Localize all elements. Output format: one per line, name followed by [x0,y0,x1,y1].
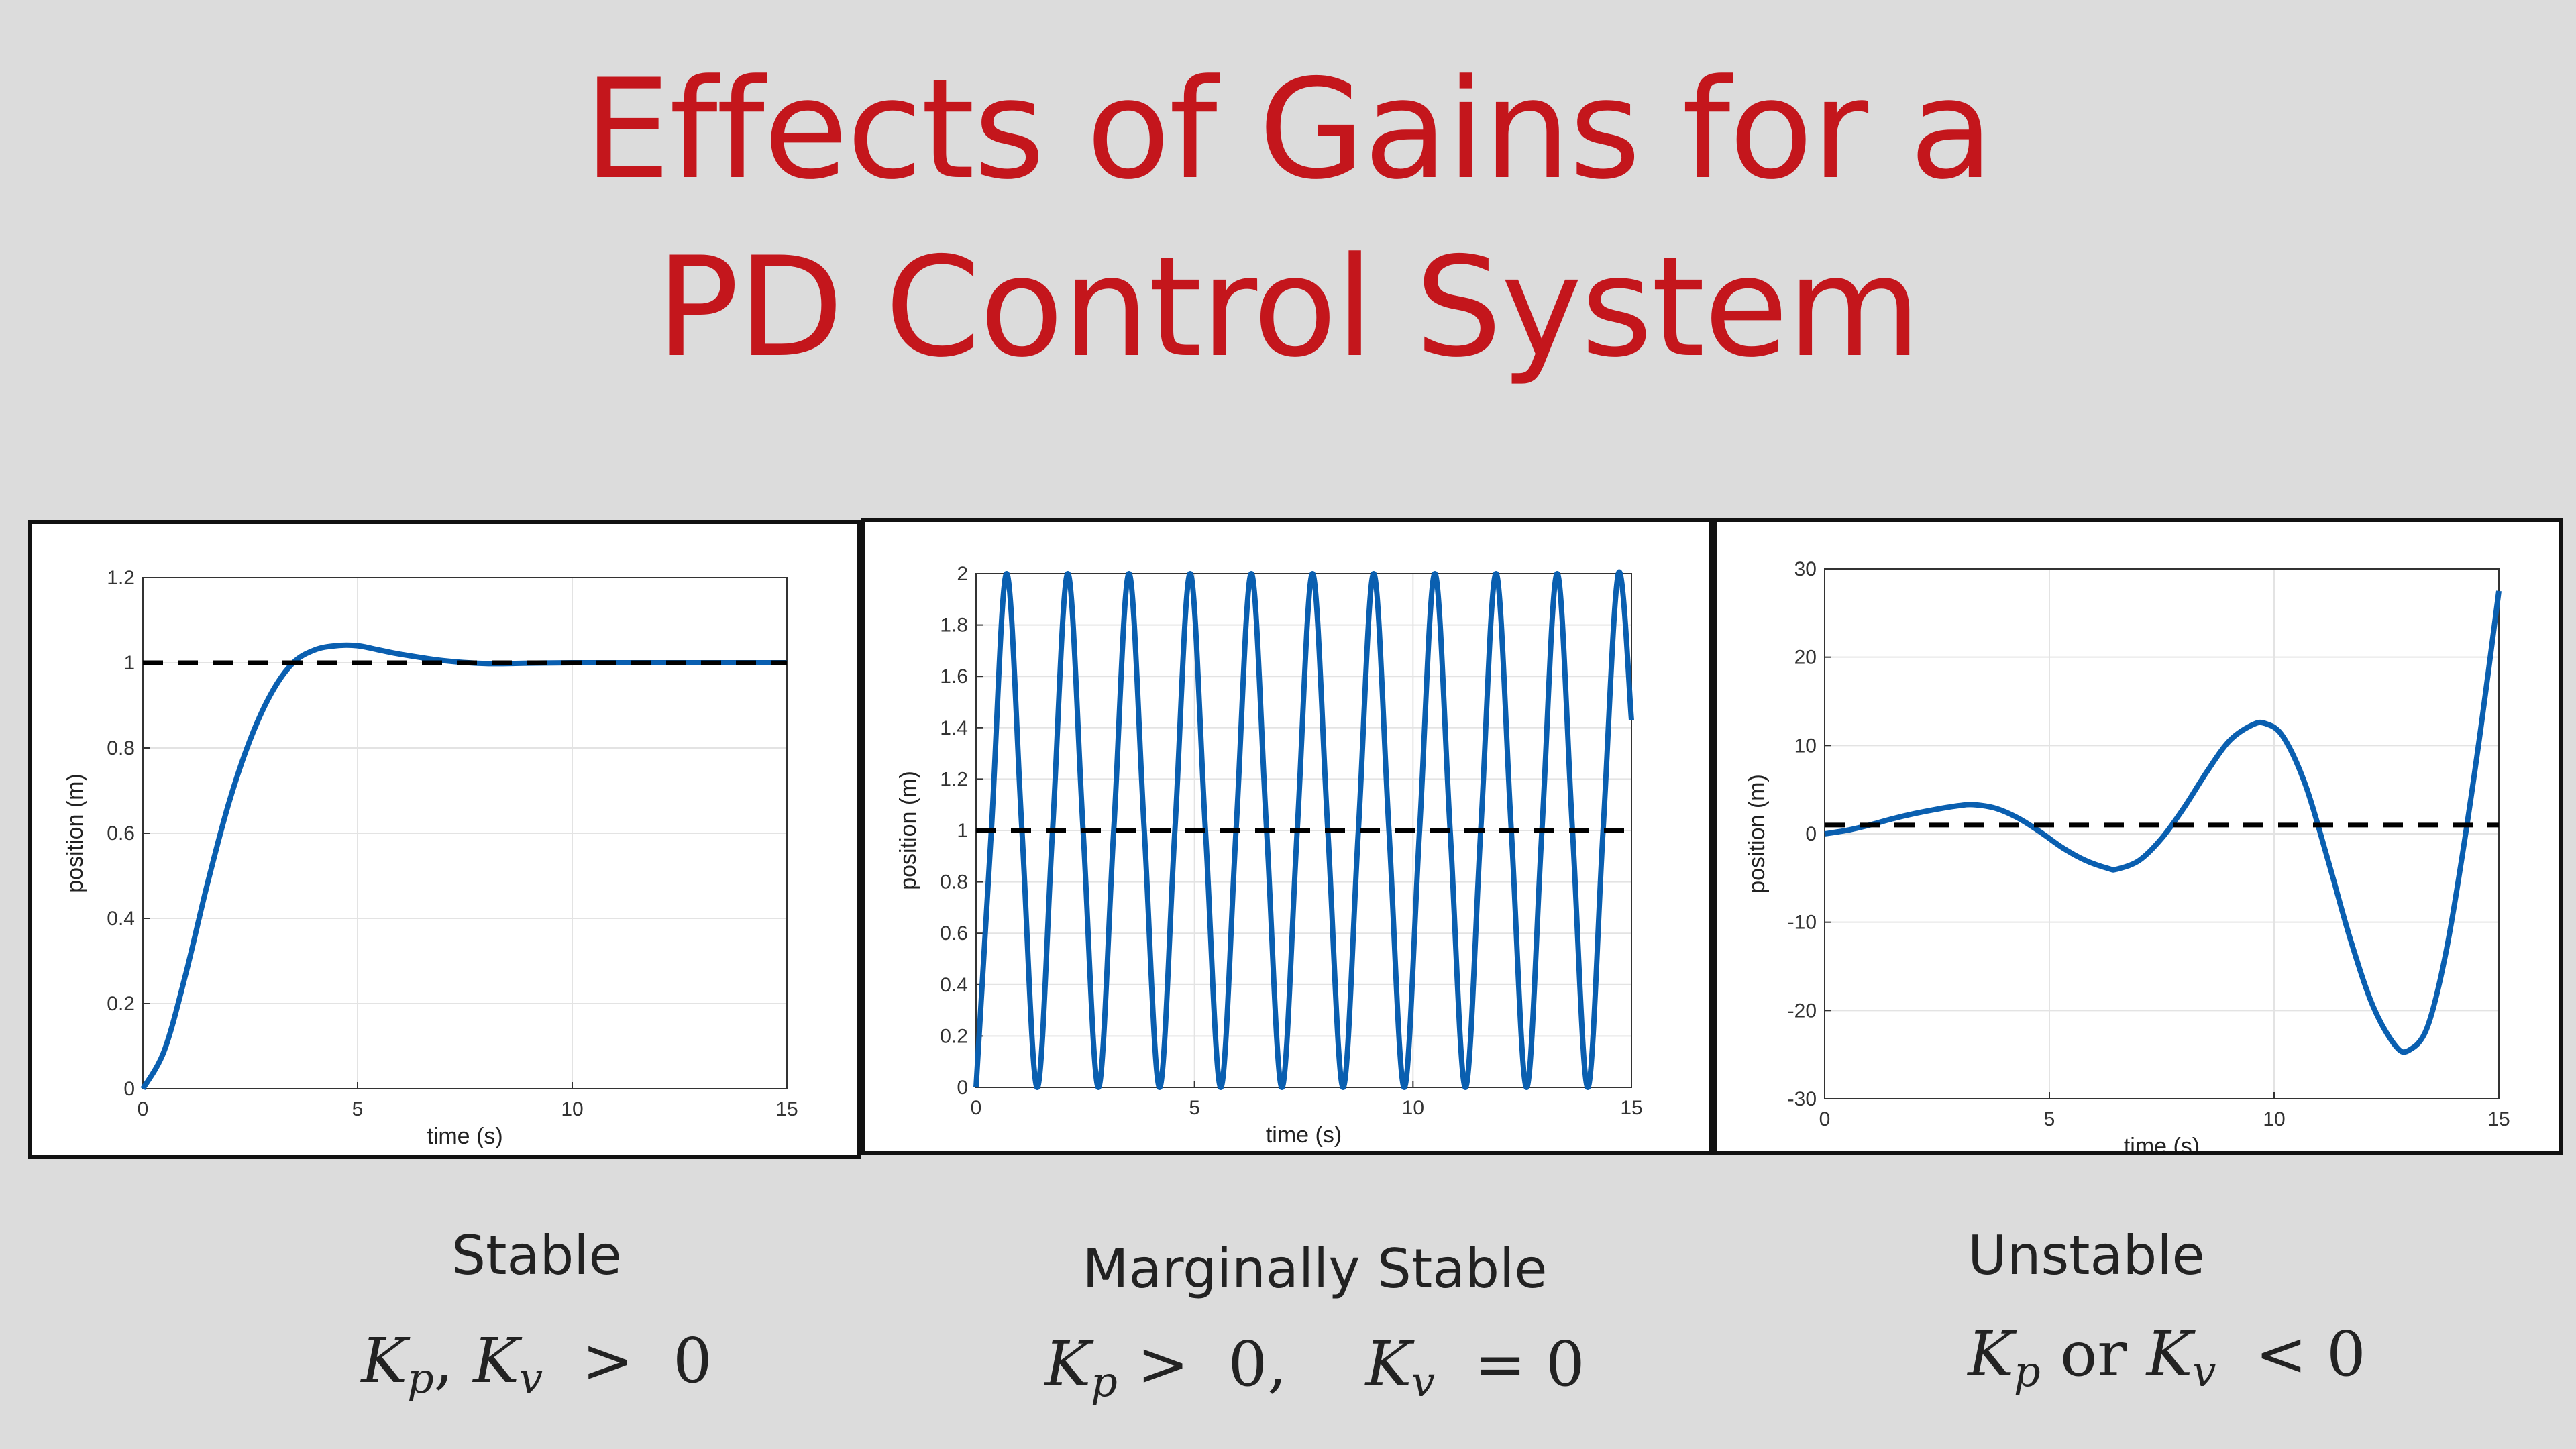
x-tick-label: 15 [775,1098,798,1120]
caption-unstable: Unstable [1968,1224,2205,1287]
y-tick-label: 10 [1794,735,1817,757]
caption-marginally-stable: Marginally Stable [1082,1238,1548,1300]
response-series-line [973,569,1634,1090]
formula-stable: Kp, Kv > 0 [361,1325,712,1403]
chart-panel-stable: 0 5 10 15 0 0.2 0.4 0.6 0.8 1 1.2 time (s) position … [28,520,861,1159]
x-tick-label: 15 [2487,1108,2510,1130]
y-tick-label: 0.8 [107,737,135,759]
y-tick-label: 0 [1805,823,1817,845]
y-tick-label: 0.2 [940,1025,968,1047]
y-tick-label: -10 [1788,912,1817,934]
x-axis-label: time (s) [1266,1122,1342,1148]
caption-stable: Stable [451,1224,622,1287]
y-tick-label: 0.8 [940,871,968,894]
y-tick-label: 1 [123,652,135,674]
y-tick-label: 0.6 [107,822,135,845]
y-tick-label: 1.2 [107,567,135,589]
x-tick-label: 10 [2263,1108,2285,1130]
y-tick-label: 1.2 [940,768,968,790]
y-tick-label: 30 [1794,558,1817,580]
y-tick-label: 0.4 [107,908,135,930]
y-tick-label: 20 [1794,647,1817,669]
chart-panel-unstable: 0 5 10 15 -30 -20 -10 0 10 20 30 time (s) position (… [1713,518,2563,1155]
y-tick-label: 0.4 [940,974,968,996]
y-tick-label: -20 [1788,1000,1817,1022]
y-tick-label: 1.8 [940,614,968,637]
y-axis-label: position (m) [62,773,88,893]
x-tick-label: 10 [1402,1097,1424,1119]
x-tick-label: 15 [1620,1097,1642,1119]
x-tick-label: 0 [138,1098,149,1120]
chart-svg-unstable: 0 5 10 15 -30 -20 -10 0 10 20 30 time (s) position (… [1744,558,2510,1151]
y-axis-label: position (m) [896,771,921,890]
y-tick-label: 1.4 [940,717,968,739]
y-tick-label: 0 [957,1077,968,1099]
x-axis-label: time (s) [427,1124,502,1149]
formula-unstable: Kp or Kv < 0 [1968,1318,2366,1396]
formula-marginally-stable: Kp > 0, Kv = 0 [1044,1328,1585,1406]
chart-panel-marginally-stable: 0 5 10 15 0 0.2 0.4 0.6 0.8 1 1.2 1.4 1.6 1.8 2 time (s… [861,518,1713,1155]
y-tick-label: -30 [1788,1088,1817,1110]
x-tick-label: 5 [2044,1108,2055,1130]
x-tick-label: 0 [971,1097,982,1119]
x-tick-label: 0 [1819,1108,1831,1130]
x-tick-label: 5 [352,1098,364,1120]
x-tick-label: 5 [1189,1097,1200,1119]
response-series-line [140,642,787,1091]
y-tick-label: 0.2 [107,993,135,1015]
x-tick-label: 10 [561,1098,583,1120]
page-title-line-1: Effects of Gains for a [584,50,1994,210]
y-tick-label: 1.6 [940,665,968,688]
response-series-line [1824,590,2502,1055]
chart-svg-stable: 0 5 10 15 0 0.2 0.4 0.6 0.8 1 1.2 time (s) position … [62,567,798,1149]
y-axis-label: position (m) [1744,774,1770,894]
y-tick-label: 0 [123,1078,135,1100]
y-tick-label: 0.6 [940,922,968,945]
y-tick-label: 1 [957,820,968,842]
x-axis-label: time (s) [2124,1134,2200,1151]
y-tick-label: 2 [957,563,968,585]
chart-svg-marginal: 0 5 10 15 0 0.2 0.4 0.6 0.8 1 1.2 1.4 1.6 1.8 2 time (s… [896,563,1643,1148]
page-title-line-2: PD Control System [656,228,1921,388]
